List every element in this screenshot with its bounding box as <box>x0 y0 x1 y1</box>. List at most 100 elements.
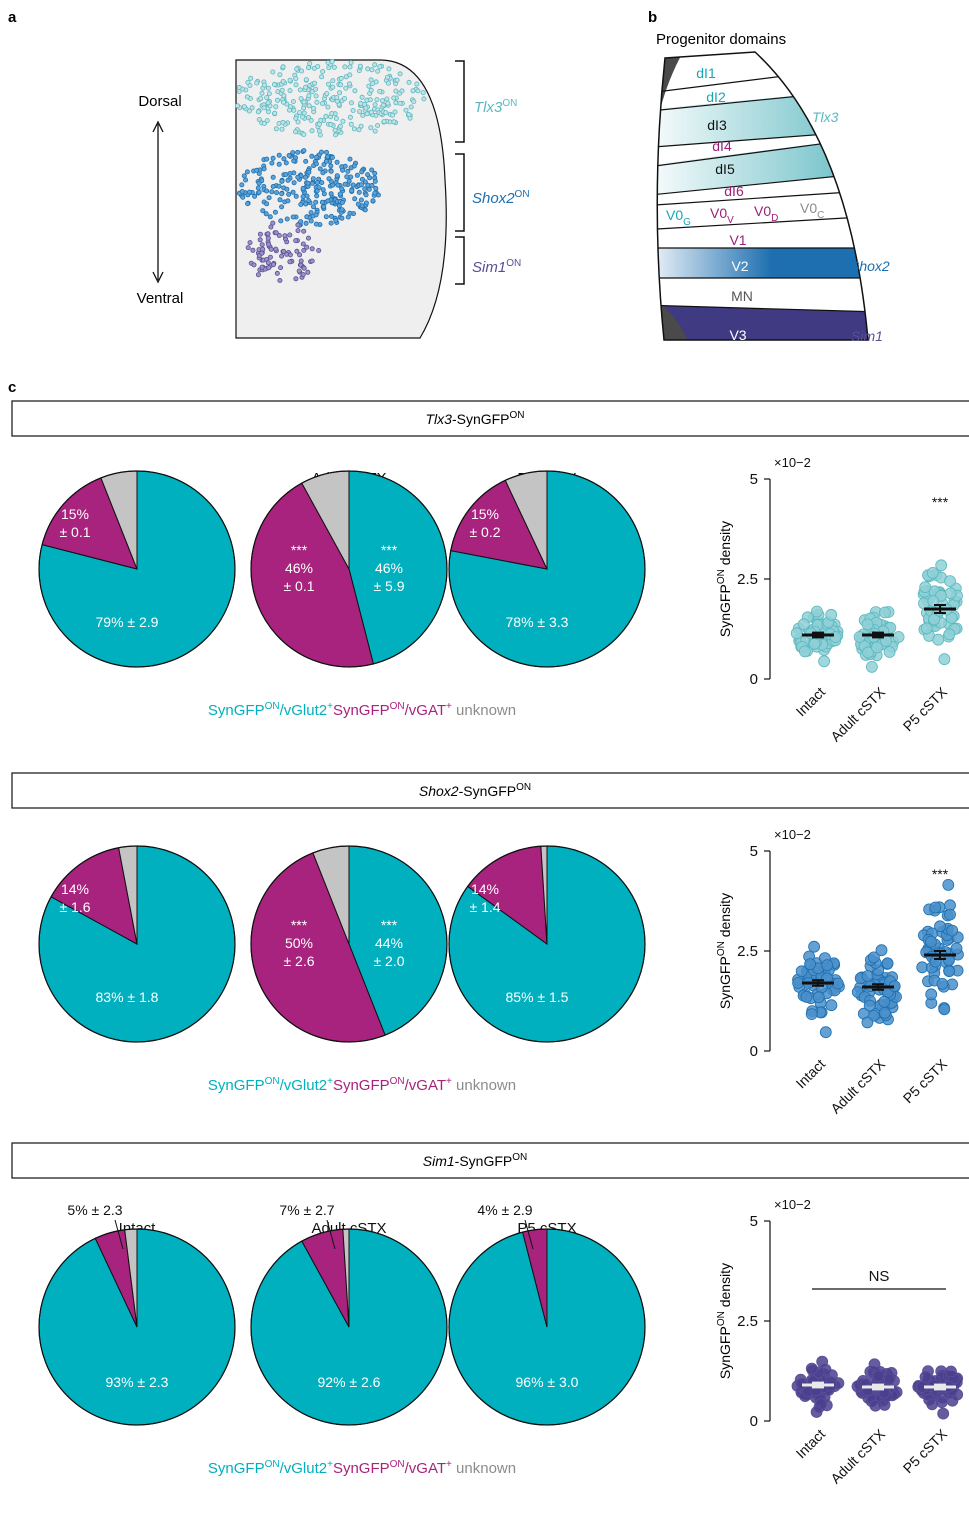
neuron-dot <box>293 129 299 135</box>
x-tick-label: Intact <box>793 1426 829 1462</box>
neuron-dot <box>297 110 303 116</box>
pie-intact: Intact79% ± 2.915%± 0.1 <box>38 470 236 668</box>
neuron-dot <box>369 67 375 73</box>
neuron-dot <box>331 64 337 70</box>
neuron-dot <box>239 188 245 194</box>
data-point <box>934 920 946 933</box>
neuron-dot <box>368 109 374 115</box>
neuron-dot <box>389 112 395 118</box>
data-point <box>872 1370 885 1383</box>
x-tick-label: Adult cSTX <box>827 683 888 744</box>
neuron-dot <box>368 125 374 131</box>
data-point <box>878 995 891 1008</box>
neuron-dot <box>323 214 329 220</box>
neuron-dot <box>415 88 421 94</box>
neuron-dot <box>284 186 290 192</box>
b-sim1-label: Sim1 <box>851 328 883 344</box>
neuron-dot <box>300 185 306 191</box>
neuron-dot <box>296 268 302 274</box>
mn-label: MN <box>731 288 753 304</box>
data-point <box>943 628 956 641</box>
neuron-dot <box>270 174 276 180</box>
neuron-dot <box>393 100 399 106</box>
data-point <box>819 1026 832 1039</box>
neuron-dot <box>309 258 315 264</box>
neuron-dot <box>264 201 270 207</box>
gat-star: *** <box>291 542 308 558</box>
neuron-dot <box>291 158 297 164</box>
neuron-dot <box>286 152 292 158</box>
neuron-dot <box>266 195 272 201</box>
x-tick-label: Adult cSTX <box>827 1425 888 1486</box>
dI5-label: dI5 <box>715 161 735 177</box>
panel-c: Tlx3-SynGFPON Intact 79% ± 2.9 15% ± 0.1 Adul… <box>11 400 969 1487</box>
neuron-dot <box>362 186 368 192</box>
neuron-dot <box>328 191 334 197</box>
neuron-dot <box>272 110 278 116</box>
neuron-dot <box>339 215 345 221</box>
x-tick-label: P5 cSTX <box>900 683 951 734</box>
data-point <box>790 627 803 640</box>
neuron-dot <box>351 163 357 169</box>
data-point <box>920 622 933 635</box>
neuron-dot <box>350 108 356 114</box>
glut-percent-label: 83% ± 1.8 <box>96 989 159 1005</box>
glut-star: *** <box>381 917 398 933</box>
data-point <box>943 965 956 978</box>
data-point <box>805 1362 818 1375</box>
data-point <box>925 935 937 948</box>
neuron-dot <box>280 64 286 70</box>
neuron-dot <box>330 78 336 84</box>
neuron-dot <box>279 204 285 210</box>
neuron-dot <box>286 107 292 113</box>
neuron-dot <box>397 100 403 106</box>
neuron-dot <box>276 232 282 238</box>
y-tick-label: 0 <box>750 671 758 688</box>
neuron-dot <box>257 237 263 243</box>
dI2-label: dI2 <box>706 89 726 105</box>
neuron-dot <box>281 248 287 254</box>
data-point <box>863 999 876 1012</box>
data-point <box>810 1406 823 1418</box>
data-point <box>821 959 834 972</box>
y-axis-label: SynGFPON density <box>716 1263 733 1379</box>
neuron-dot <box>341 96 347 102</box>
neuron-dot <box>370 198 376 204</box>
neuron-dot <box>265 231 271 237</box>
glut-sem-label: ± 5.9 <box>373 578 404 594</box>
neuron-dot <box>265 85 271 91</box>
neuron-dot <box>266 265 272 271</box>
neural-tube-outline <box>656 51 869 341</box>
data-point <box>853 631 866 643</box>
neuron-dot <box>330 84 336 90</box>
data-point <box>792 977 804 989</box>
data-point <box>862 646 874 659</box>
neuron-dot <box>236 89 242 95</box>
neuron-dot <box>268 246 274 252</box>
panel-label-a: a <box>8 9 17 26</box>
neuron-dot <box>324 91 330 97</box>
neuron-dot <box>367 97 373 103</box>
gat-sem-label: ± 0.1 <box>283 578 314 594</box>
row-shox2: Shox2-SynGFPON Intact 83% ± 1.8 14% ± 1.6 Adu… <box>11 772 969 1117</box>
neuron-dot <box>284 216 290 222</box>
neuron-dot <box>300 194 306 200</box>
neuron-dot <box>293 76 299 82</box>
neuron-dot <box>259 242 265 248</box>
sim1-label: Sim1ON <box>472 258 521 276</box>
neuron-dot <box>329 111 335 117</box>
neuron-dot <box>320 170 326 176</box>
neuron-dot <box>321 191 327 197</box>
data-point <box>919 1371 932 1383</box>
tlx3-label: Tlx3ON <box>474 98 517 116</box>
neuron-dot <box>377 88 383 94</box>
data-point <box>944 575 956 587</box>
neuron-dot <box>305 180 311 186</box>
data-point <box>804 958 816 970</box>
y-tick-label: 0 <box>750 1413 758 1430</box>
pie-p5-cstx: P5 cSTX78% ± 3.315%± 0.2 <box>448 470 646 668</box>
neuron-dot <box>343 85 349 91</box>
data-point <box>926 567 939 579</box>
